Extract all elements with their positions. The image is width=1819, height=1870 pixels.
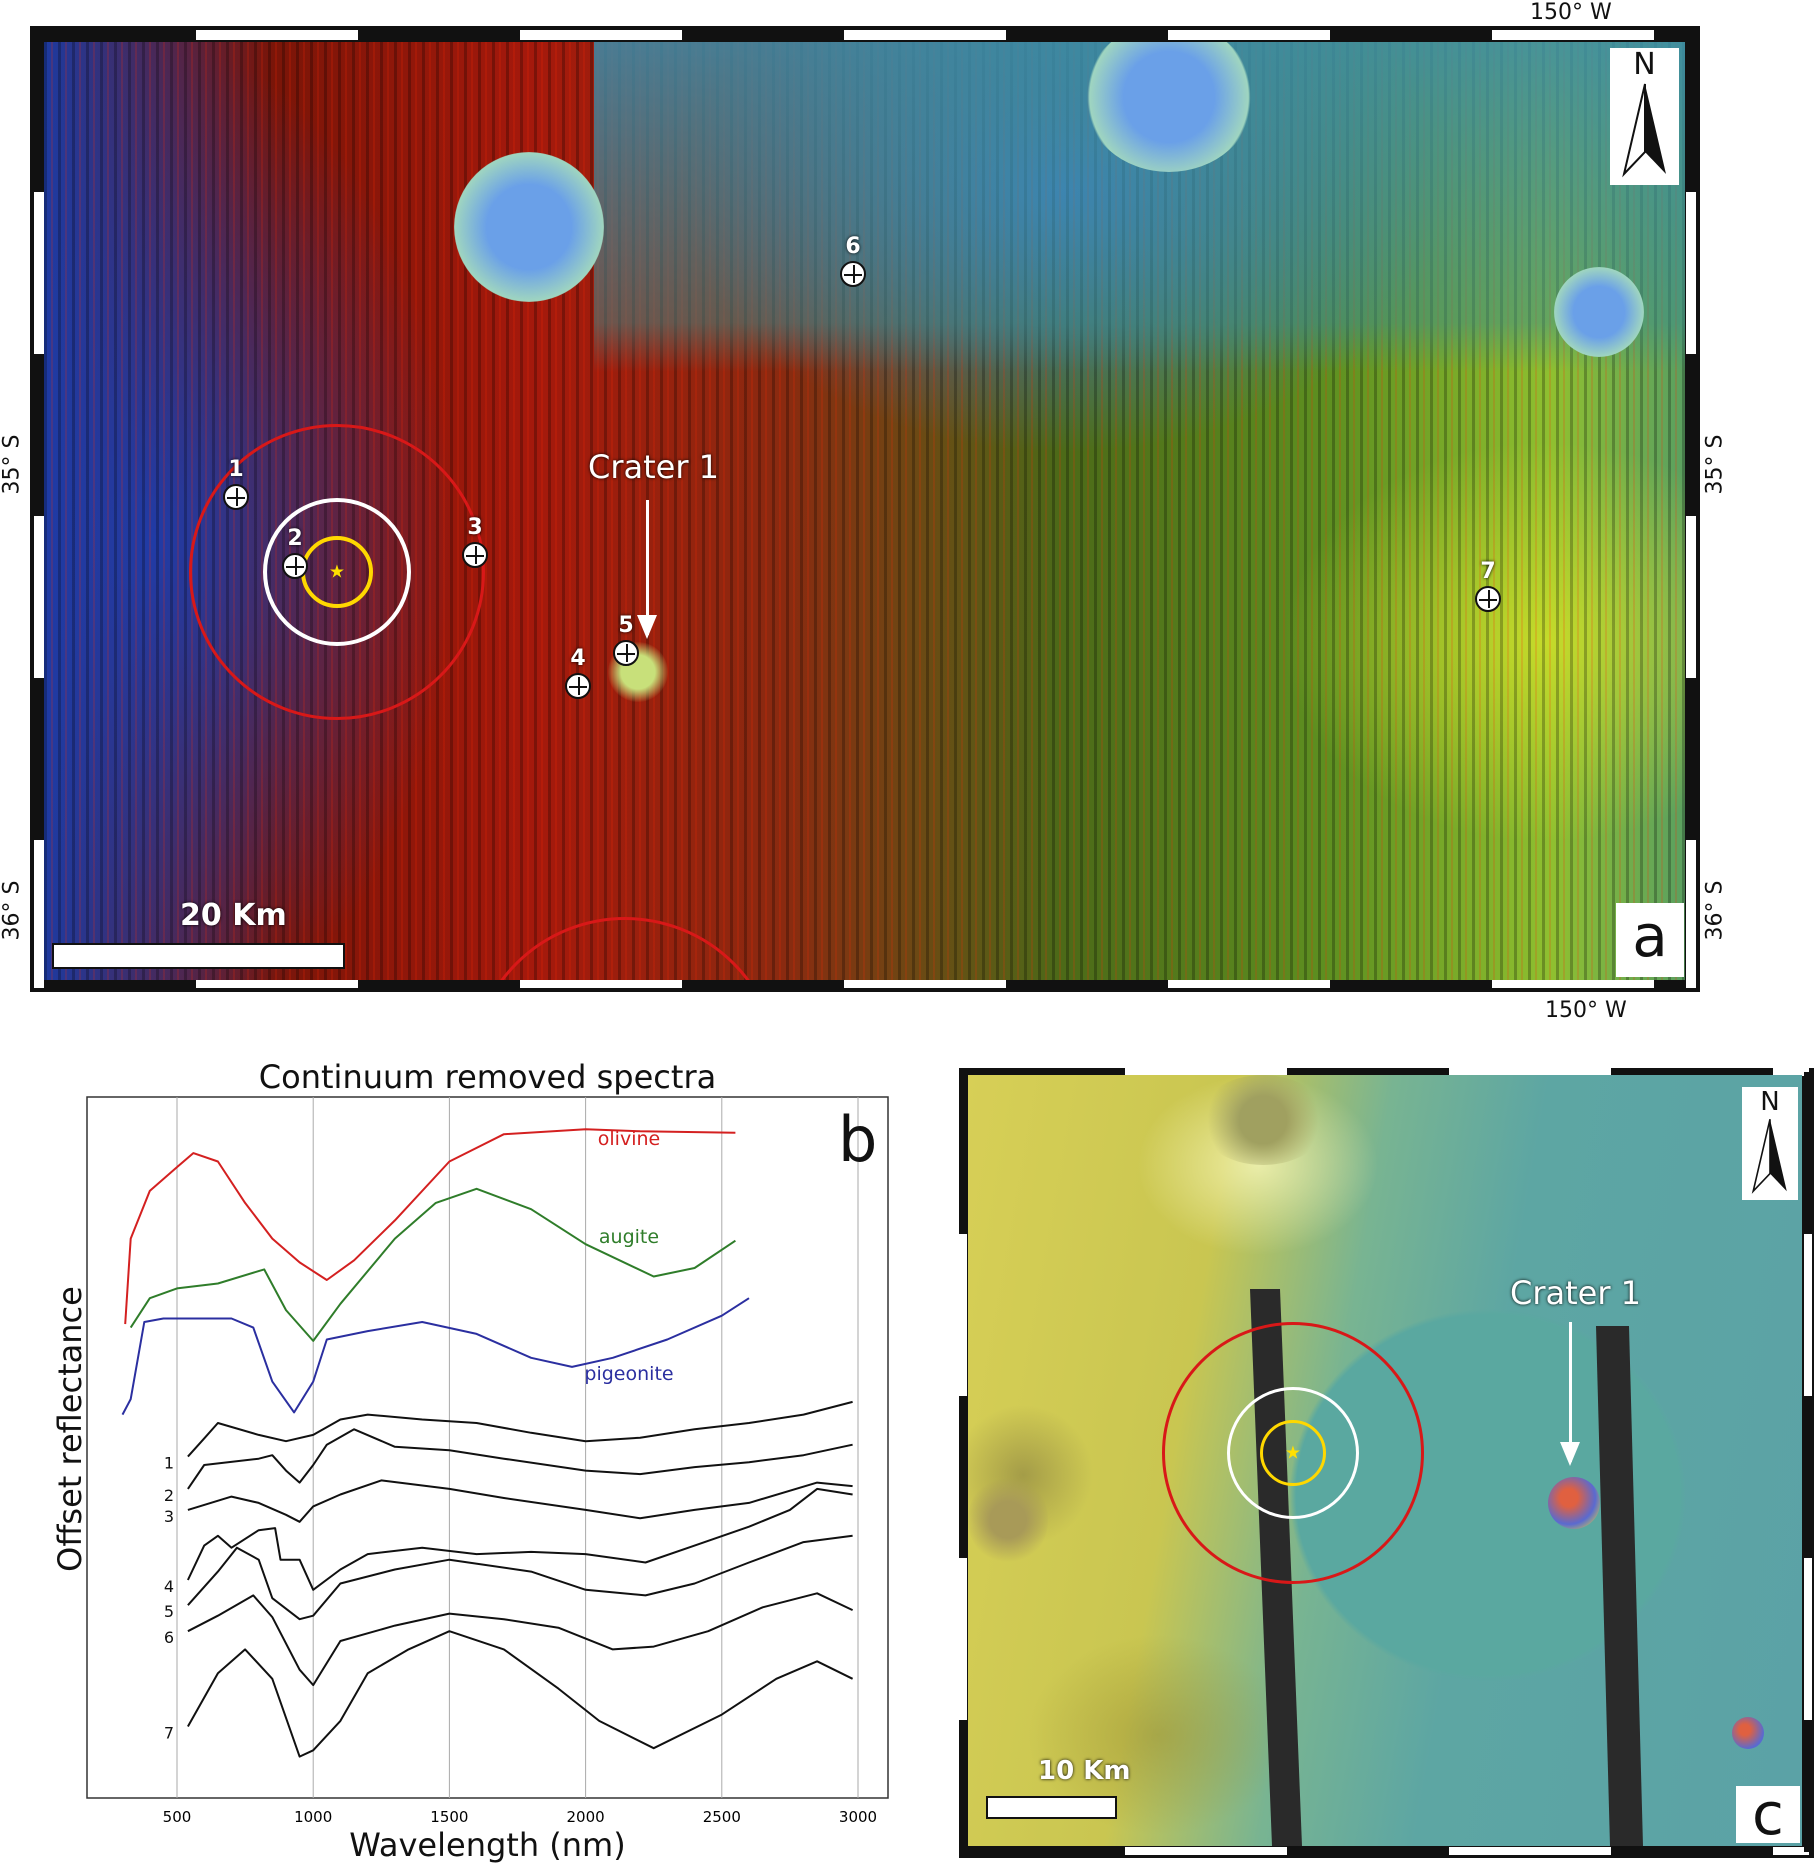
spectrum-line-1	[187, 1400, 853, 1458]
frame-ticks-top	[963, 1068, 1809, 1076]
series-label-7: 7	[164, 1723, 174, 1742]
sample-marker-6	[840, 261, 866, 287]
spectrum-line-augite	[129, 1187, 736, 1342]
panel-letter-a: a	[1616, 903, 1684, 977]
series-label-2: 2	[164, 1486, 174, 1505]
x-tick-label: 2000	[567, 1808, 605, 1826]
outer-red-ring	[1162, 1322, 1424, 1584]
north-arrow-icon	[1621, 83, 1666, 178]
panel-letter-c: c	[1736, 1785, 1800, 1843]
x-tick-label: 500	[163, 1808, 192, 1826]
chart-title: Continuum removed spectra	[258, 1058, 717, 1096]
arrow-icon	[637, 500, 657, 639]
spectrum-line-pigeonite	[121, 1297, 750, 1416]
white-ring	[263, 498, 411, 646]
frame-ticks-bottom	[963, 1847, 1809, 1855]
scale-label: 10 Km	[1038, 1756, 1131, 1786]
white-ring	[1227, 1387, 1359, 1519]
sample-marker-2	[282, 553, 308, 579]
north-arrow-icon	[1751, 1119, 1787, 1194]
crater-1-label: Crater 1	[588, 448, 720, 486]
scale-label: 20 Km	[180, 898, 287, 933]
spectrum-line-2	[187, 1428, 853, 1490]
series-label-4: 4	[164, 1577, 174, 1596]
series-label-augite: augite	[599, 1226, 659, 1248]
x-tick-label: 2500	[703, 1808, 741, 1826]
crater	[1732, 1717, 1764, 1749]
sample-marker-3	[462, 542, 488, 568]
star-icon: ★	[1284, 1442, 1302, 1464]
series-label-1: 1	[164, 1454, 174, 1473]
sample-marker-1	[223, 484, 249, 510]
panel-letter-b: b	[838, 1103, 878, 1176]
x-tick-label: 1000	[294, 1808, 332, 1826]
frame-ticks-left	[959, 1072, 967, 1852]
plot-frame	[86, 1096, 889, 1799]
spectrum-line-5	[187, 1534, 853, 1621]
series-label-5: 5	[164, 1602, 174, 1621]
crater-1-label: Crater 1	[1510, 1274, 1642, 1312]
crater-1	[1548, 1477, 1600, 1529]
crater	[1554, 267, 1644, 357]
yellow-ring	[1260, 1420, 1326, 1486]
frame-ticks-top	[34, 30, 1696, 40]
series-label-olivine: olivine	[598, 1128, 660, 1150]
x-tick-label: 1500	[430, 1808, 468, 1826]
sample-marker-4	[565, 673, 591, 699]
sample-label-7: 7	[1480, 559, 1496, 584]
spectrum-line-6	[187, 1592, 854, 1687]
series-label-pigeonite: pigeonite	[584, 1363, 673, 1385]
data-gap-strip	[1596, 1326, 1643, 1846]
sample-label-4: 4	[570, 646, 586, 671]
scale-bar	[986, 1796, 1117, 1819]
crater	[454, 152, 604, 302]
sample-marker-7	[1475, 586, 1501, 612]
frame-ticks-left	[34, 30, 44, 988]
north-arrow: N	[1742, 1087, 1798, 1200]
sample-label-2: 2	[287, 526, 303, 551]
spectrum-line-7	[187, 1630, 854, 1758]
sample-label-3: 3	[467, 515, 483, 540]
sample-marker-5	[613, 640, 639, 666]
crater	[1084, 42, 1254, 172]
spectrum-line-olivine	[124, 1128, 736, 1325]
scale-bar	[52, 943, 345, 969]
sample-label-1: 1	[228, 457, 244, 482]
spectrum-line-3	[187, 1479, 853, 1523]
crater	[1198, 1075, 1328, 1165]
lon-label-bottom: 150° W	[1545, 998, 1627, 1023]
sample-label-5: 5	[618, 613, 634, 638]
series-label-3: 3	[164, 1507, 174, 1526]
north-label: N	[1760, 1087, 1780, 1117]
outer-red-ring	[189, 424, 485, 720]
crater	[968, 1475, 1048, 1565]
north-arrow: N	[1610, 48, 1679, 185]
x-tick-label: 3000	[839, 1808, 877, 1826]
spectrum-line-4	[186, 1487, 853, 1591]
frame-ticks-bottom	[34, 978, 1696, 988]
frame-ticks-right	[1686, 30, 1696, 988]
sample-label-6: 6	[845, 234, 861, 259]
x-axis-label: Wavelength (nm)	[349, 1826, 626, 1864]
series-label-6: 6	[164, 1628, 174, 1647]
arrow-icon	[1560, 1322, 1580, 1466]
frame-ticks-right	[1804, 1072, 1812, 1852]
spectra-plot: 500 1000 1500 2000 2500 3000 olivine augite pige…	[86, 1096, 889, 1826]
lon-label-top: 150° W	[1530, 0, 1612, 25]
north-label: N	[1633, 47, 1656, 82]
olivine-composite-map	[44, 42, 1685, 980]
star-icon: ★	[328, 561, 346, 583]
